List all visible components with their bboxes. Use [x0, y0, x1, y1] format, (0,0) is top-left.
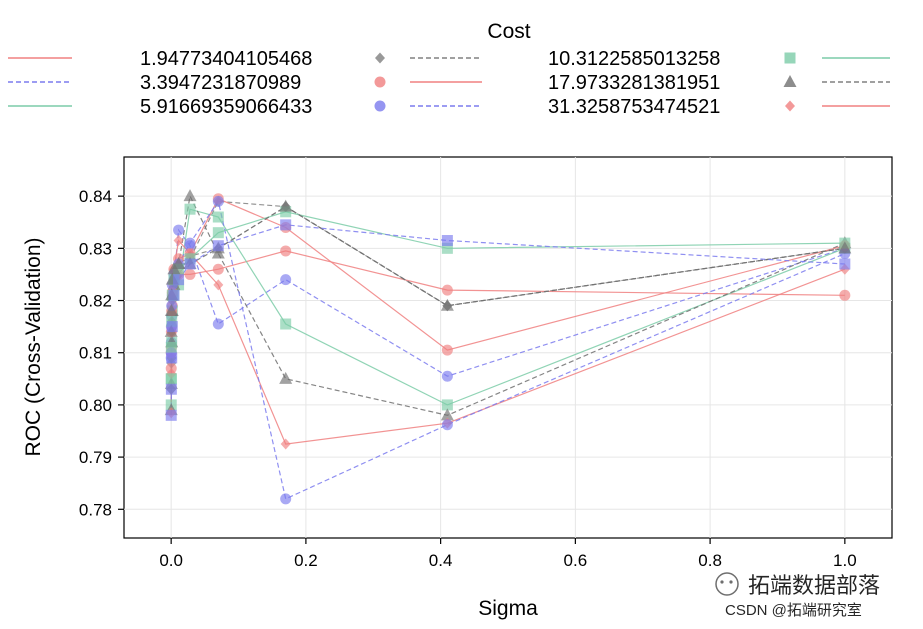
legend-label-3: 10.3122585013258: [548, 48, 720, 70]
data-point-11-7: [212, 240, 224, 252]
data-point-2-7: [212, 318, 224, 330]
data-point-8-9: [441, 419, 453, 431]
x-tick-label-5: 1.0: [833, 551, 857, 570]
data-point-10-10: [838, 241, 852, 254]
data-point-1-6: [184, 268, 196, 280]
x-axis-label: Sigma: [478, 597, 538, 620]
data-point-9-8: [280, 206, 292, 218]
y-tick-label-3: 0.81: [79, 344, 112, 363]
legend-label-2: 5.91669359066433: [140, 96, 312, 118]
legend-label-4: 17.9733281381951: [548, 72, 720, 94]
data-point-3-9: [441, 399, 453, 411]
data-point-11-6: [184, 258, 196, 270]
data-point-9-1: [165, 342, 177, 353]
data-point-7-9: [441, 344, 453, 356]
data-point-9-5: [173, 263, 185, 275]
legend: Cost 1.947734041054683.39472318709895.91…: [8, 20, 890, 118]
y-axis: 0.78 0.79 0.80 0.81 0.82 0.83 0.84: [79, 187, 124, 519]
legend-marker-1: [374, 76, 386, 88]
data-point-11-2: [166, 352, 178, 364]
data-point-8-7: [212, 195, 224, 207]
legend-marker-4: [783, 75, 797, 87]
y-axis-label: ROC (Cross-Validation): [22, 238, 45, 457]
data-point-10-1: [164, 303, 178, 316]
data-point-11-0: [165, 409, 177, 421]
legend-marker-3: [784, 52, 796, 64]
watermark-brand: 拓端数据部落: [748, 573, 880, 598]
series-points: [164, 189, 852, 505]
data-point-3-8: [280, 318, 292, 330]
data-point-11-4: [168, 289, 180, 301]
wechat-icon-eye-left: [720, 580, 724, 584]
x-tick-label-4: 0.8: [698, 551, 722, 570]
data-point-11-9: [441, 235, 453, 247]
legend-label-0: 1.94773404105468: [140, 48, 312, 70]
wechat-icon-eye-right: [729, 580, 733, 584]
data-point-1-7: [212, 263, 224, 275]
data-point-2-5: [173, 224, 185, 236]
y-tick-label-2: 0.80: [79, 396, 112, 415]
data-point-10-5: [172, 256, 186, 269]
data-point-1-9: [441, 284, 453, 296]
data-point-2-8: [280, 274, 292, 286]
data-point-8-8: [280, 493, 292, 505]
data-point-11-3: [166, 321, 178, 333]
legend-marker-0: [375, 52, 385, 64]
plot-panel: 0.0 0.2 0.4 0.6 0.8 1.0 0.780.790.800.810.820…: [79, 156, 893, 570]
data-point-10-9: [440, 298, 454, 311]
y-tick-label-0: 0.78: [79, 500, 112, 519]
data-point-2-9: [441, 370, 453, 382]
x-axis: 0.0 0.2 0.4 0.6 0.8 1.0: [159, 538, 857, 570]
legend-label-5: 31.3258753474521: [548, 96, 720, 118]
data-point-4-9: [440, 408, 454, 421]
y-tick-label-5: 0.83: [79, 239, 112, 258]
x-tick-label-3: 0.6: [564, 551, 588, 570]
x-tick-label-1: 0.2: [294, 551, 318, 570]
y-tick-label-6: 0.84: [79, 187, 112, 206]
legend-items: 1.947734041054683.39472318709895.9166935…: [8, 48, 890, 118]
y-tick-label-1: 0.79: [79, 448, 112, 467]
data-point-11-5: [173, 274, 185, 286]
data-point-5-5: [173, 235, 184, 247]
x-tick-label-0: 0.0: [159, 551, 183, 570]
watermark: 拓端数据部落 CSDN @拓端研究室: [715, 572, 880, 619]
data-point-4-8: [279, 371, 293, 384]
data-point-11-8: [280, 219, 292, 231]
data-point-11-1: [165, 383, 177, 395]
wechat-icon: [715, 572, 739, 596]
legend-label-1: 3.3947231870989: [140, 72, 301, 94]
watermark-sub: CSDN @拓端研究室: [725, 602, 862, 619]
data-point-9-0: [165, 373, 177, 385]
data-point-5-8: [280, 438, 291, 450]
legend-marker-5: [785, 100, 795, 112]
data-point-5-7: [213, 279, 224, 291]
data-point-9-7: [212, 227, 224, 239]
data-point-9-9: [441, 242, 453, 254]
plot-frame: [123, 156, 893, 539]
y-tick-label-4: 0.82: [79, 292, 112, 311]
legend-title: Cost: [487, 20, 530, 43]
data-point-11-10: [839, 258, 851, 270]
x-tick-label-2: 0.4: [429, 551, 453, 570]
grid-lines: [124, 157, 892, 538]
data-point-3-7: [212, 211, 224, 223]
data-point-3-6: [184, 203, 196, 215]
data-point-1-10: [839, 289, 851, 301]
data-point-10-8: [279, 199, 293, 212]
data-point-1-8: [280, 245, 292, 257]
data-point-4-6: [183, 189, 197, 202]
data-point-8-6: [184, 237, 196, 249]
legend-marker-2: [374, 100, 386, 112]
